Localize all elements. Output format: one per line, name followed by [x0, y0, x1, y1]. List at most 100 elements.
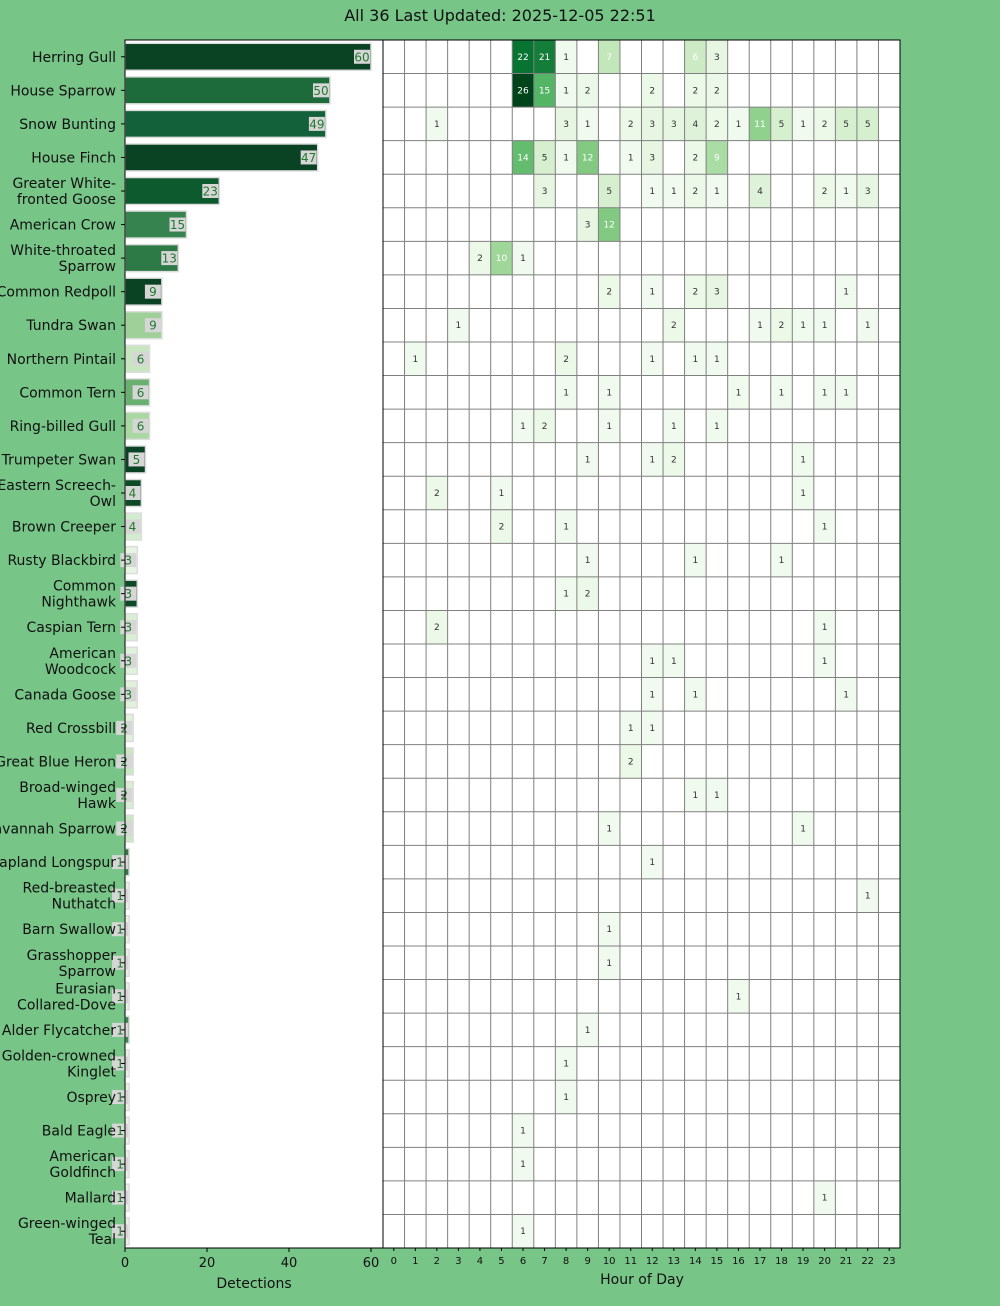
heatmap-cell-value: 1: [649, 724, 655, 734]
heatmap-cell-value: 1: [865, 321, 871, 331]
bar-value-box: [313, 83, 329, 98]
heatmap-cell-value: 7: [606, 53, 612, 63]
bar-value-label: 1: [116, 1091, 124, 1105]
bar-value-box: [132, 385, 149, 400]
heatmap-cell-value: 12: [582, 153, 593, 163]
heatmap-cell: [598, 811, 620, 846]
heatmap-cell-value: 2: [692, 187, 698, 197]
hour-tick-label: 10: [603, 1256, 616, 1267]
heatmap-cell: [856, 878, 879, 913]
heatmap-cell: [684, 274, 707, 309]
hour-tick-label: 13: [667, 1256, 680, 1267]
heatmap-cell: [706, 174, 728, 208]
bar-value-box: [112, 855, 129, 870]
heatmap-cell-value: 1: [499, 489, 505, 499]
heatmap-cell: [792, 811, 814, 846]
hour-tick-label: 7: [541, 1256, 547, 1267]
heatmap-cell-value: 1: [843, 288, 849, 298]
heatmap-cell: [706, 107, 728, 141]
heatmap-cell: [404, 342, 427, 376]
heatmap-xlabel: Hour of Day: [600, 1272, 684, 1288]
heatmap-cell-value: 5: [865, 120, 871, 130]
heatmap-cell: [641, 140, 664, 175]
heatmap-cell: [555, 140, 577, 175]
heatmap-cell: [706, 778, 728, 812]
bar-value-box: [161, 251, 178, 266]
heatmap-cell-value: 1: [757, 321, 763, 331]
species-label: American Crow: [10, 218, 116, 234]
heatmap-cell-value: 1: [606, 959, 612, 969]
heatmap-cell-value: 1: [628, 153, 634, 163]
heatmap-cell-value: 5: [779, 120, 785, 130]
species-label: Sparrow: [59, 259, 116, 275]
heatmap-cell-value: 2: [692, 288, 698, 298]
heatmap-cell-value: 3: [585, 221, 591, 231]
heatmap-cell: [426, 107, 448, 141]
heatmap-cell: [856, 174, 879, 208]
heatmap-cell: [576, 442, 599, 477]
heatmap-cell-value: 1: [520, 1227, 526, 1237]
heatmap-cell-value: 1: [736, 388, 742, 398]
heatmap-cell: [813, 308, 836, 342]
heatmap-cell: [749, 174, 771, 208]
heatmap-cell: [512, 241, 534, 275]
heatmap-cell-value: 3: [649, 120, 655, 130]
species-label: Kinglet: [67, 1064, 116, 1080]
hour-tick-label: 6: [520, 1256, 526, 1267]
species-label: Eastern Screech-: [0, 478, 116, 494]
x-tick-label: 0: [121, 1256, 129, 1271]
x-tick-label: 20: [199, 1256, 216, 1271]
heatmap-cell: [555, 73, 577, 108]
heatmap-cell-value: 1: [563, 1093, 569, 1103]
heatmap-cell-value: 2: [628, 120, 634, 130]
heatmap-cell-value: 1: [412, 355, 418, 365]
bar-value-label: 23: [203, 185, 218, 199]
heatmap-cell-value: 2: [822, 120, 828, 130]
bar-value-box: [132, 351, 149, 366]
heatmap-cell: [426, 610, 448, 644]
heatmap-cell-value: 1: [800, 120, 806, 130]
heatmap-cell-value: 1: [800, 489, 806, 499]
heatmap-cell: [555, 1080, 577, 1114]
heatmap-cell: [749, 308, 771, 342]
heatmap-cell: [813, 610, 836, 644]
species-label: Great Blue Heron: [0, 754, 116, 770]
heatmap-cell-value: 5: [542, 153, 548, 163]
heatmap-cell: [576, 73, 599, 108]
x-tick-label: 40: [281, 1256, 298, 1271]
heatmap-cell: [576, 576, 599, 611]
hour-tick-label: 11: [624, 1256, 637, 1267]
bar-value-box: [112, 989, 129, 1004]
heatmap-cell-value: 15: [539, 86, 550, 96]
bar-xlabel: Detections: [216, 1276, 291, 1292]
heatmap-cell-value: 1: [649, 355, 655, 365]
heatmap-cell: [706, 140, 728, 175]
bar-value-label: 1: [116, 1191, 124, 1205]
heatmap-cell-value: 1: [822, 657, 828, 667]
bar-value-box: [112, 1056, 129, 1071]
heatmap-cell-value: 1: [563, 86, 569, 96]
heatmap-cell: [684, 107, 707, 141]
heatmap-cell: [512, 1147, 534, 1181]
heatmap-cell-value: 5: [606, 187, 612, 197]
bar-value-label: 1: [116, 1023, 124, 1037]
heatmap-cell: [555, 40, 577, 74]
heatmap-cell: [512, 73, 534, 108]
heatmap-cell: [426, 476, 448, 510]
species-label: Sparrow: [59, 964, 116, 980]
hour-tick-label: 0: [391, 1256, 397, 1267]
heatmap-cell-value: 1: [714, 187, 720, 197]
heatmap-cell-value: 2: [822, 187, 828, 197]
bar-value-box: [144, 284, 161, 299]
chart-title: All 36 Last Updated: 2025-12-05 22:51: [344, 6, 656, 25]
species-label: Osprey: [66, 1090, 116, 1106]
heatmap-cell: [512, 1214, 534, 1248]
heatmap-cell-value: 1: [822, 1194, 828, 1204]
heatmap-cell: [512, 409, 534, 443]
heatmap-cell: [684, 543, 707, 577]
hour-tick-label: 21: [840, 1256, 853, 1267]
heatmap-cell: [555, 509, 577, 544]
heatmap-cell: [555, 375, 577, 410]
x-tick-label: 60: [363, 1256, 380, 1271]
heatmap-cell: [835, 677, 857, 712]
